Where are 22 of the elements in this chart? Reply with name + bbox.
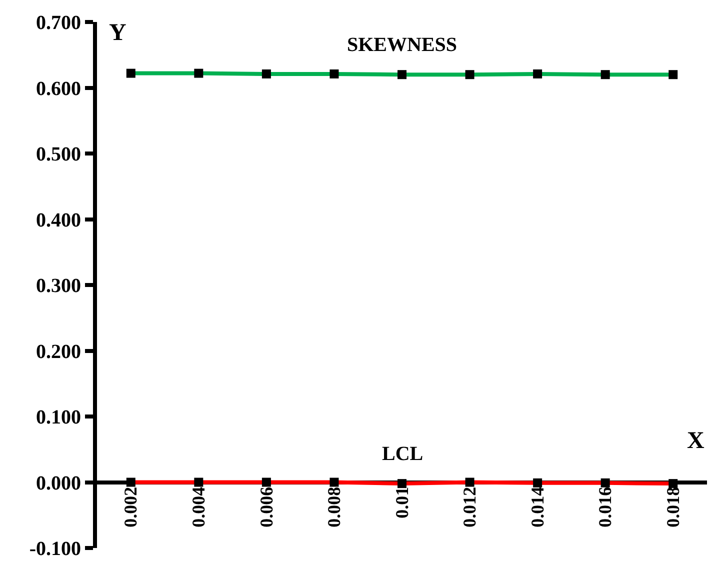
- y-tick-label: 0.100: [36, 406, 81, 428]
- x-tick-label: 0.018: [662, 486, 683, 528]
- series-label: LCL: [382, 443, 424, 465]
- y-tick-label: 0.300: [36, 275, 81, 297]
- y-tick-label: 0.500: [36, 144, 81, 166]
- x-tick-label: 0.012: [460, 486, 480, 528]
- x-tick-label: 0.006: [256, 486, 276, 528]
- x-tick-label: 0.008: [324, 486, 344, 528]
- series-label: SKEWNESS: [347, 34, 458, 56]
- x-tick-label: 0.01: [392, 486, 412, 518]
- y-tick-label: 0.200: [36, 340, 81, 363]
- x-tick-label: 0.002: [120, 486, 141, 528]
- x-tick-label: 0.004: [188, 486, 209, 528]
- y-tick-label: 0.600: [36, 78, 81, 100]
- y-tick-label: 0.700: [36, 12, 81, 34]
- x-tick-label: 0.014: [527, 486, 548, 528]
- y-tick-label: 0.000: [36, 472, 81, 494]
- y-tick-label: 0.400: [36, 209, 81, 232]
- y-axis-title: Y: [109, 20, 126, 46]
- x-axis-title: X: [687, 428, 705, 454]
- y-tick-label: -0.100: [29, 538, 81, 560]
- x-tick-label: 0.016: [595, 486, 616, 528]
